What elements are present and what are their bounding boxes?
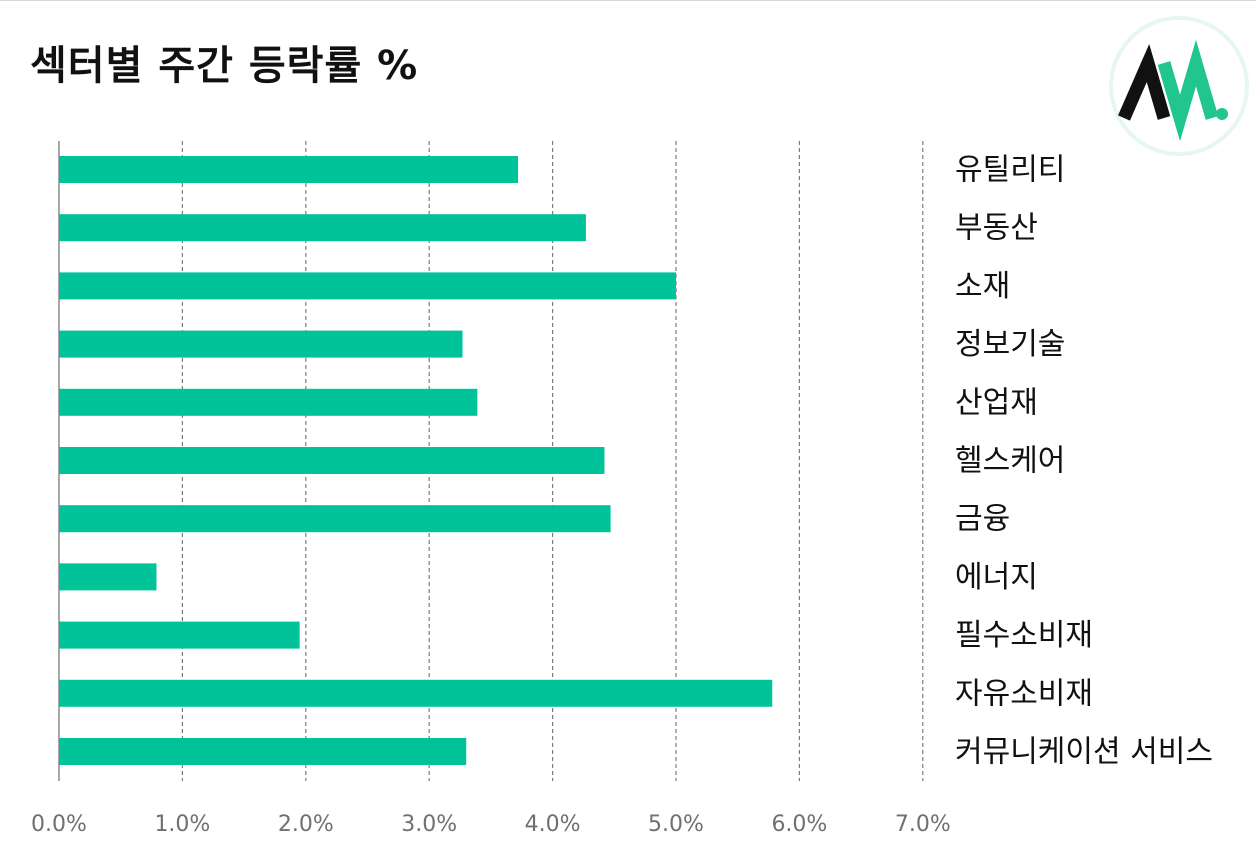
category-label: 소재 [955,269,1010,304]
x-tick-label: 4.0% [525,812,581,837]
chart-title: 섹터별 주간 등락률 % [30,43,419,89]
category-label: 금융 [955,502,1010,537]
bar [59,447,605,474]
category-label: 유틸리티 [955,153,1065,188]
x-tick-label: 1.0% [154,812,210,837]
x-tick-label: 2.0% [278,812,334,837]
category-label: 자유소비재 [955,676,1093,711]
bar [59,156,519,183]
bar [59,505,611,533]
category-label: 필수소비재 [955,618,1093,653]
bar [59,388,478,416]
x-tick-label: 3.0% [401,812,457,837]
x-tick-label: 5.0% [648,812,704,837]
bar [59,330,463,358]
x-tick-label: 0.0% [31,812,87,837]
category-label: 에너지 [955,560,1038,595]
bar [59,621,300,649]
bar [59,738,467,765]
category-label: 커뮤니케이션 서비스 [955,735,1213,770]
x-tick-label: 6.0% [771,812,827,837]
bar [59,272,676,300]
bar [59,563,157,591]
category-label: 정보기술 [955,327,1065,362]
bar [59,214,586,242]
bar [59,679,773,707]
x-tick-label: 7.0% [895,812,951,837]
category-label: 부동산 [955,211,1038,246]
aw-logo [1108,15,1250,157]
category-label: 헬스케어 [955,444,1065,479]
category-label: 산업재 [955,385,1038,420]
